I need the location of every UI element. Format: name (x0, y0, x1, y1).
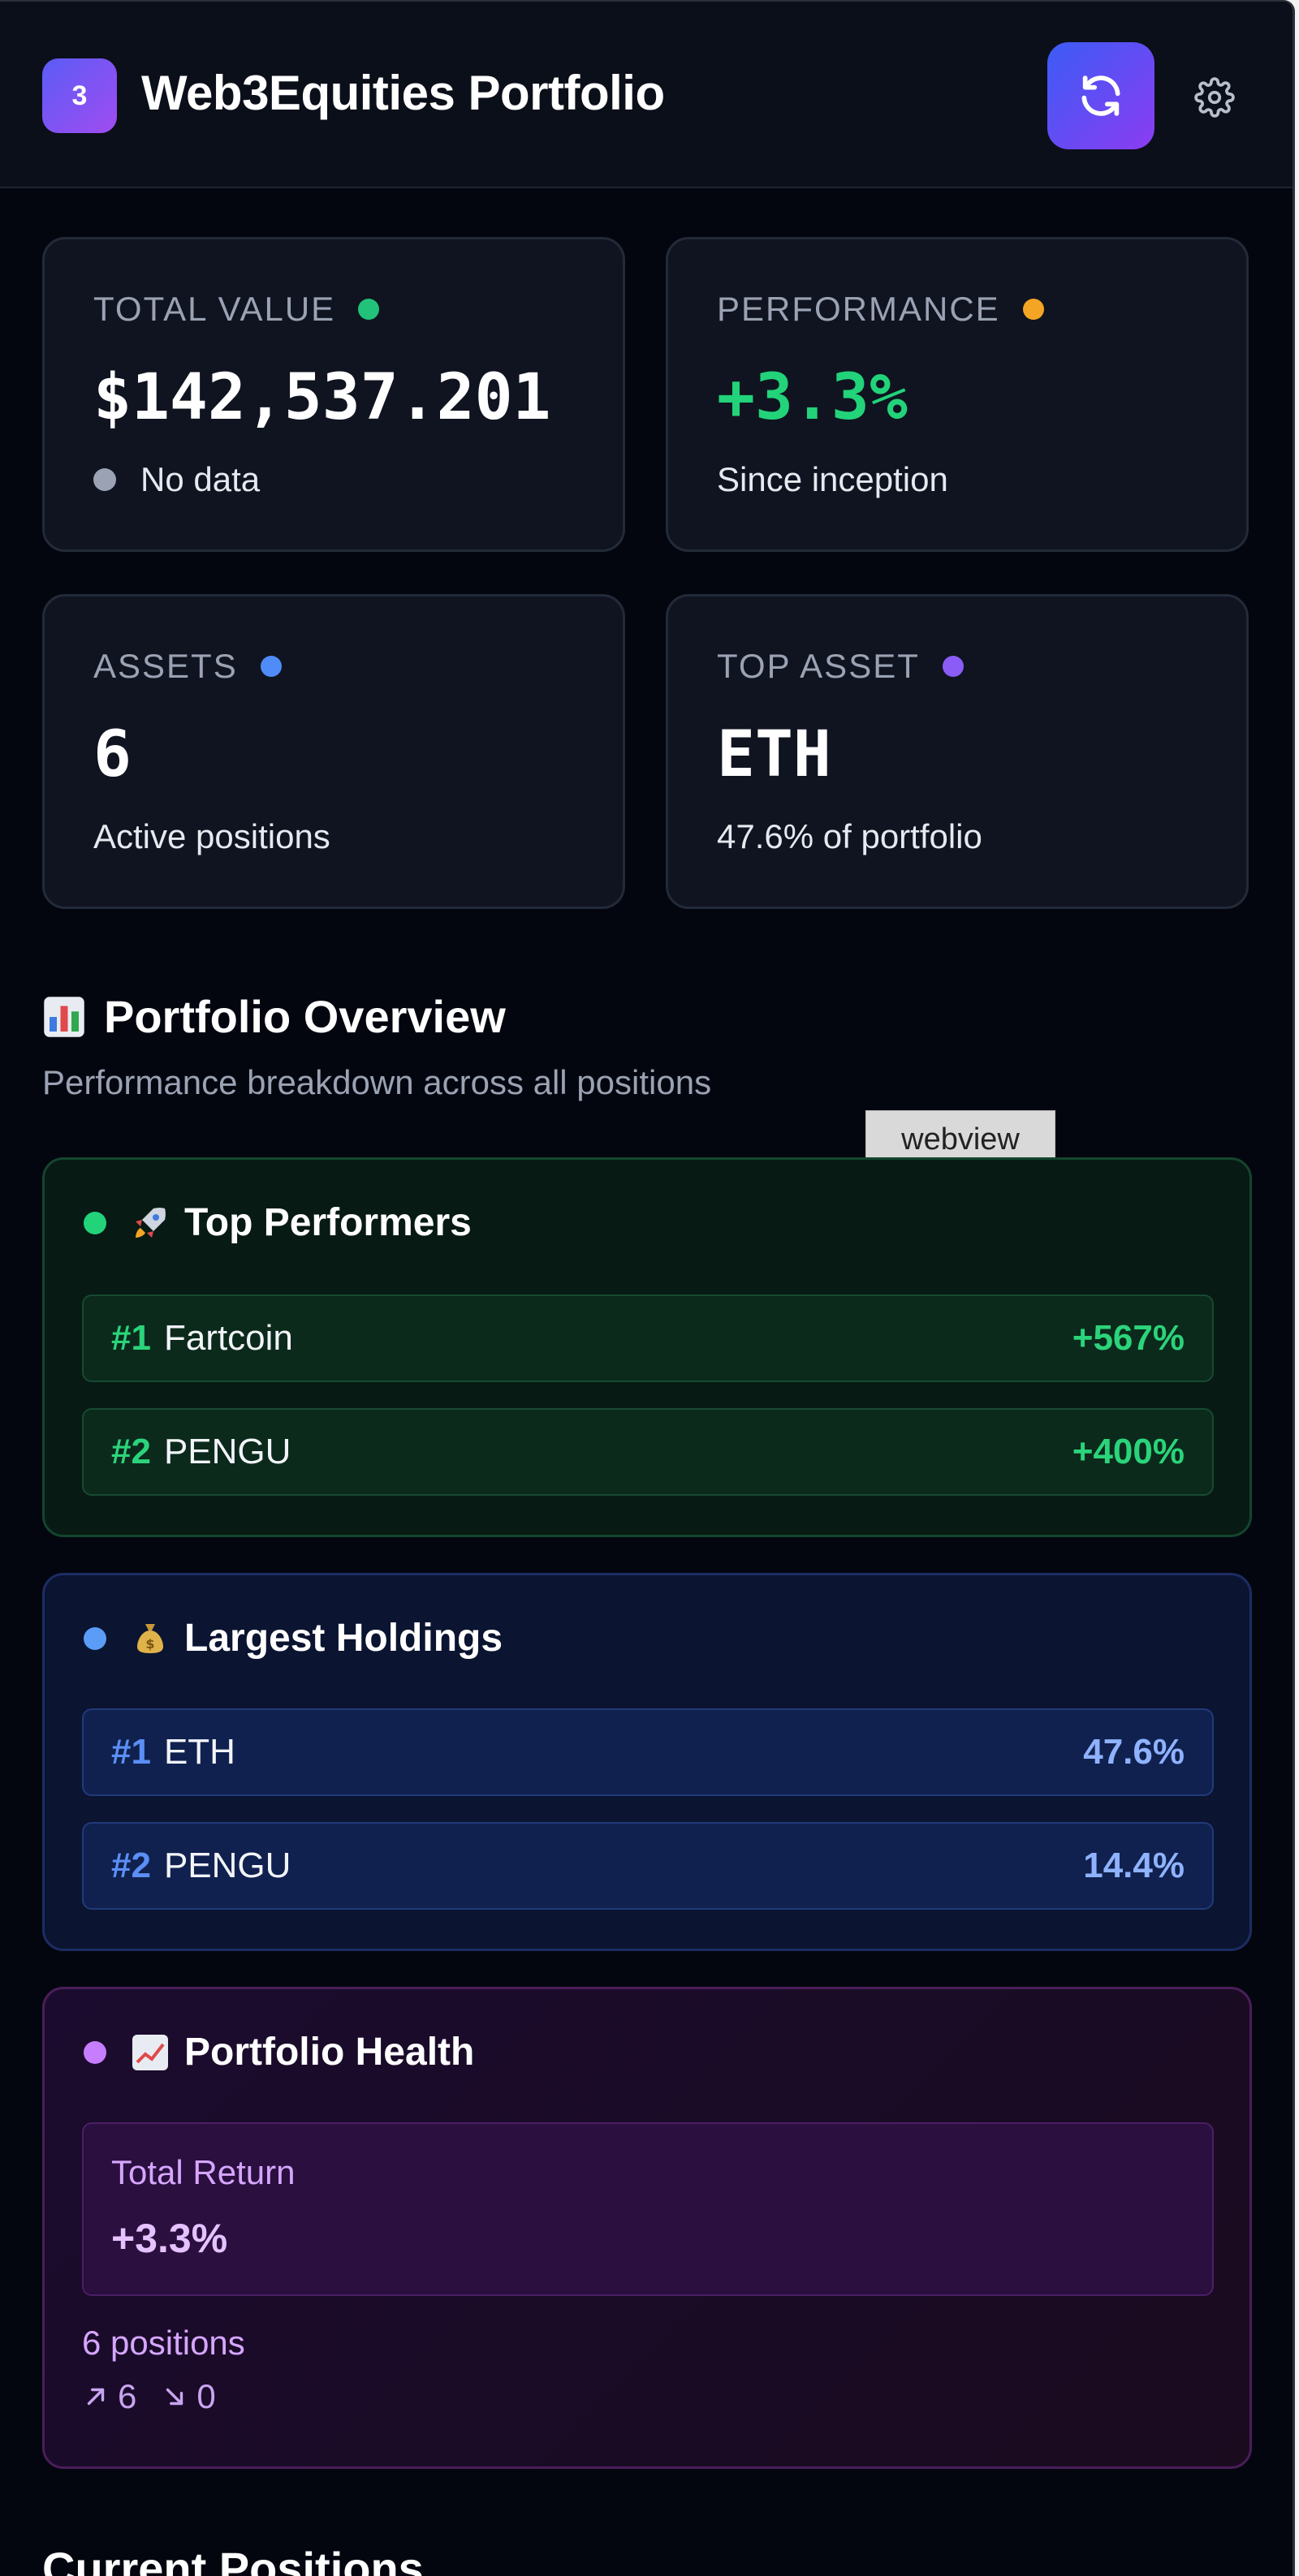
total-value-card: TOTAL VALUE $142,537.201 No data (42, 237, 625, 552)
rocket-icon (136, 1207, 166, 1238)
current-positions-title: Current Positions (42, 2543, 424, 2576)
svg-text:$: $ (145, 1636, 154, 1652)
list-item[interactable]: #2 PENGU +400% (82, 1408, 1214, 1496)
status-dot (358, 299, 380, 320)
total-return-label: Total Return (111, 2153, 296, 2191)
top-performers-heading: Top Performers (84, 1200, 472, 1245)
total-value-sub: No data (93, 460, 260, 499)
portfolio-overview-title: Portfolio Overview (42, 990, 506, 1043)
asset-name: ETH (163, 1732, 235, 1772)
arrow-down-right-icon (166, 2388, 183, 2406)
list-item[interactable]: #1 ETH 47.6% (82, 1708, 1214, 1796)
asset-name: Fartcoin (163, 1318, 293, 1358)
arrow-up-right-icon (87, 2388, 105, 2406)
assets-label: ASSETS (93, 647, 282, 686)
asset-allocation: 47.6% (1083, 1732, 1185, 1772)
asset-name: PENGU (163, 1846, 291, 1885)
status-dot (84, 1626, 106, 1650)
list-item[interactable]: #1 Fartcoin +567% (82, 1294, 1214, 1382)
status-dot (84, 1211, 106, 1234)
asset-return: +400% (1072, 1432, 1185, 1471)
top-asset-label: TOP ASSET (717, 647, 964, 686)
performance-value: +3.3% (717, 361, 908, 434)
assets-sub: Active positions (93, 817, 330, 855)
total-value-label: TOTAL VALUE (93, 290, 380, 329)
list-item[interactable]: #2 PENGU 14.4% (82, 1822, 1214, 1910)
app-title: Web3Equities Portfolio (141, 66, 665, 120)
top-asset-card: TOP ASSET ETH 47.6% of portfolio (666, 594, 1249, 909)
app-header: 3 Web3Equities Portfolio (0, 2, 1293, 188)
largest-holdings-heading: $ Largest Holdings (84, 1616, 503, 1661)
app-logo: 3 (42, 58, 117, 133)
bar-chart-icon (44, 996, 84, 1037)
settings-button[interactable] (1190, 73, 1239, 122)
top-asset-sub: 47.6% of portfolio (717, 817, 982, 855)
asset-allocation: 14.4% (1083, 1846, 1185, 1885)
total-return-box: Total Return +3.3% (82, 2122, 1214, 2296)
portfolio-health-card: Portfolio Health Total Return +3.3% 6 po… (42, 1987, 1252, 2469)
asset-name: PENGU (163, 1432, 291, 1471)
rank-label: #2 (111, 1432, 151, 1471)
performance-sub: Since inception (717, 460, 948, 498)
trend-chart-icon (132, 2034, 168, 2070)
money-bag-icon: $ (137, 1623, 163, 1653)
trend-counts: 6 0 (82, 2377, 240, 2416)
rank-label: #1 (111, 1732, 151, 1772)
status-dot (942, 656, 964, 677)
down-count: 0 (196, 2377, 216, 2415)
top-performers-card: Top Performers #1 Fartcoin +567% #2 PENGU … (42, 1157, 1252, 1537)
refresh-button[interactable] (1047, 42, 1154, 149)
portfolio-overview-subtitle: Performance breakdown across all positio… (42, 1063, 712, 1101)
asset-return: +567% (1072, 1318, 1185, 1358)
assets-value: 6 (93, 718, 132, 791)
performance-label: PERFORMANCE (717, 290, 1044, 329)
up-count: 6 (118, 2377, 137, 2415)
total-value-amount: $142,537.201 (93, 361, 551, 434)
total-return-value: +3.3% (111, 2216, 228, 2261)
status-dot (1022, 299, 1044, 320)
rank-label: #1 (111, 1318, 151, 1358)
portfolio-health-heading: Portfolio Health (84, 2030, 474, 2074)
gear-icon (1194, 77, 1235, 118)
refresh-icon (1081, 75, 1120, 116)
status-dot (84, 2040, 106, 2064)
largest-holdings-card: $ Largest Holdings #1 ETH 47.6% #2 PENGU 1… (42, 1573, 1252, 1951)
performance-card: PERFORMANCE +3.3% Since inception (666, 237, 1249, 552)
status-dot (260, 656, 282, 677)
positions-count: 6 positions (82, 2324, 245, 2362)
top-asset-value: ETH (717, 718, 831, 791)
assets-card: ASSETS 6 Active positions (42, 594, 625, 909)
status-dot (93, 468, 116, 491)
rank-label: #2 (111, 1846, 151, 1885)
